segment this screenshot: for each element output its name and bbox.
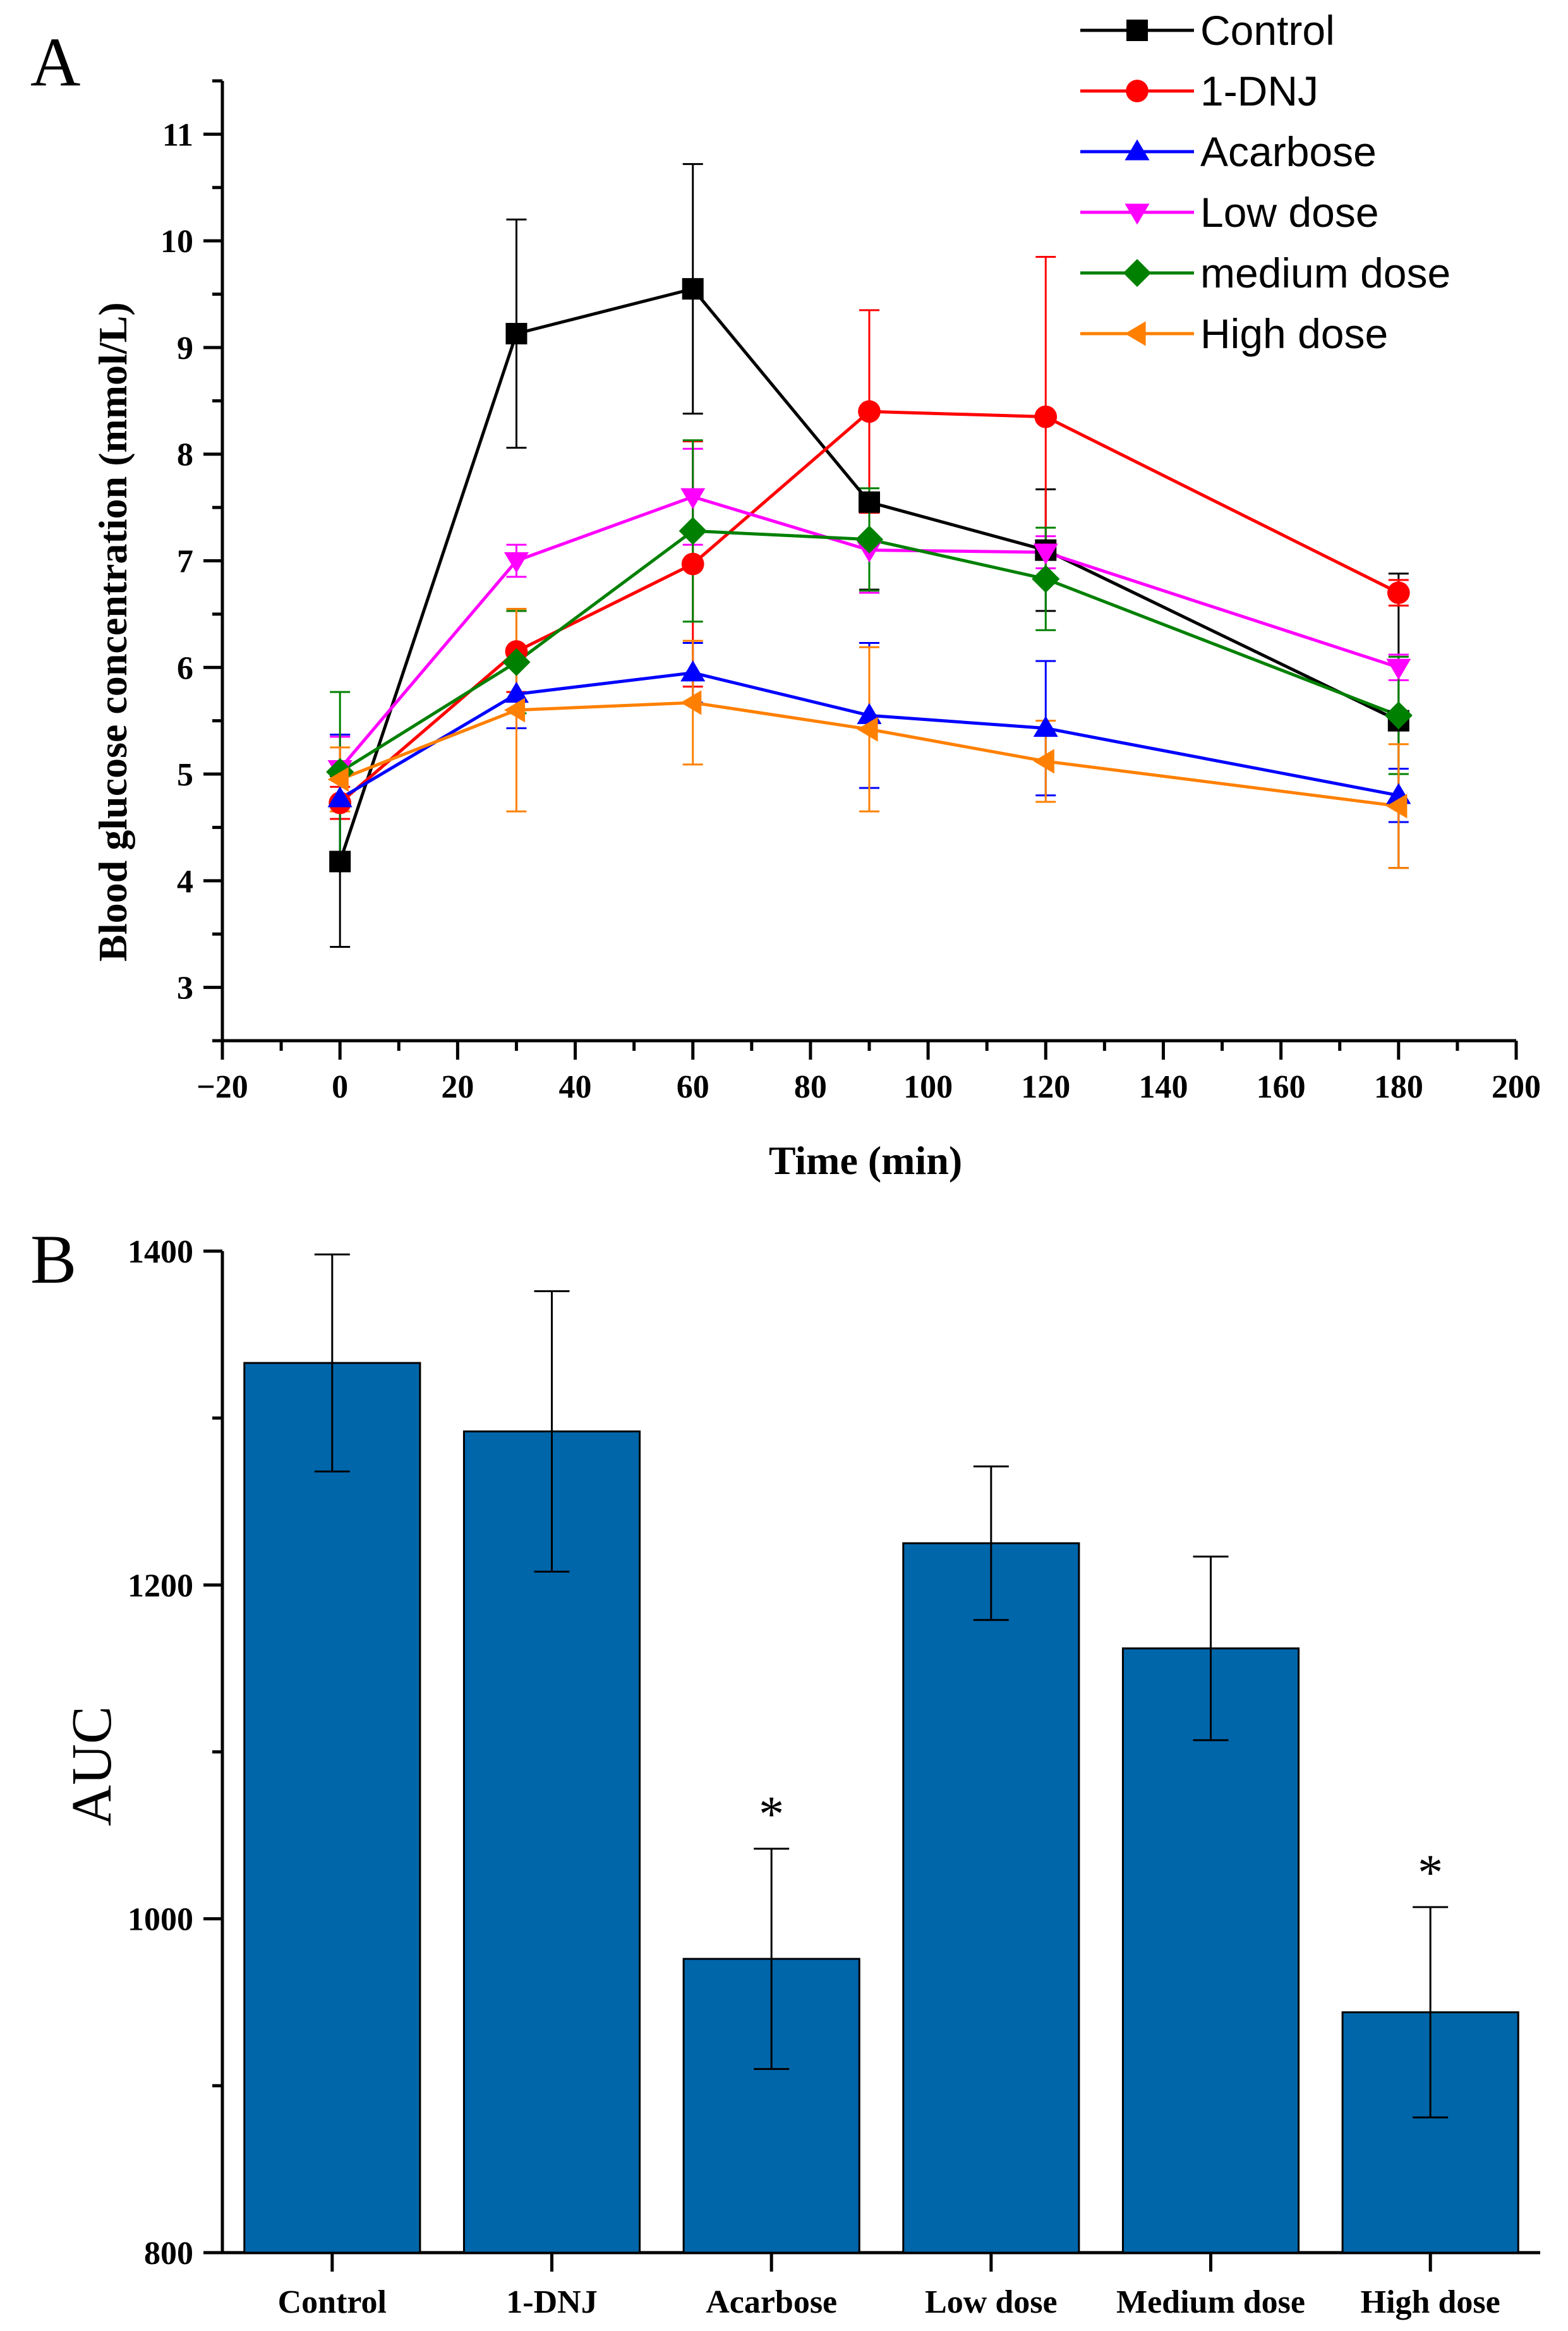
bar-x-tick-label-1-dnj: 1-DNJ bbox=[506, 2284, 597, 2320]
legend-label-acarbose: Acarbose bbox=[1200, 128, 1377, 175]
bar-y-tick-label: 1000 bbox=[128, 1902, 193, 1938]
line-chart-markers bbox=[326, 278, 1413, 873]
marker-medium-dose bbox=[502, 648, 531, 676]
series-line-1-dnj bbox=[339, 409, 1399, 804]
marker-acarbose bbox=[504, 681, 529, 703]
legend-label-high-dose: High dose bbox=[1200, 310, 1388, 357]
marker-high-dose bbox=[1033, 749, 1054, 774]
y-axis-title: Blood glucose concentration (mmol/L) bbox=[90, 302, 135, 961]
marker-acarbose bbox=[327, 786, 353, 808]
bar-medium-dose bbox=[1121, 1647, 1300, 2254]
marker-medium-dose bbox=[678, 517, 707, 545]
legend-label-1-dnj: 1-DNJ bbox=[1200, 68, 1318, 114]
series-line-low-dose bbox=[339, 495, 1399, 770]
marker-acarbose bbox=[1033, 715, 1058, 737]
x-tick-label: 0 bbox=[332, 1069, 348, 1105]
marker-control bbox=[682, 278, 704, 300]
line-chart-series-lines bbox=[338, 287, 1399, 863]
legend-marker-low-dose bbox=[1125, 203, 1150, 225]
marker-medium-dose bbox=[855, 525, 884, 554]
x-tick-label: 160 bbox=[1257, 1069, 1306, 1105]
bar-x-tick-label-control: Control bbox=[278, 2284, 387, 2320]
x-tick-label: 20 bbox=[441, 1069, 474, 1105]
panel-label-a: A bbox=[30, 23, 80, 100]
marker-low-dose bbox=[680, 488, 706, 509]
x-tick-label: 180 bbox=[1374, 1069, 1423, 1105]
bar-y-tick-label: 800 bbox=[144, 2236, 193, 2272]
bar-x-tick-label-acarbose: Acarbose bbox=[706, 2284, 837, 2320]
marker-high-dose bbox=[327, 766, 349, 792]
y-tick-label: 3 bbox=[177, 971, 193, 1007]
marker-control bbox=[329, 851, 351, 873]
bar-acarbose bbox=[682, 1958, 860, 2254]
marker-high-dose bbox=[504, 698, 526, 723]
legend-label-low-dose: Low dose bbox=[1200, 189, 1379, 236]
y-tick-label: 10 bbox=[160, 224, 193, 260]
legend-marker-control bbox=[1126, 20, 1148, 41]
legend-marker-high-dose bbox=[1125, 321, 1146, 346]
bar-low-dose bbox=[902, 1542, 1080, 2254]
legend-marker-acarbose bbox=[1125, 139, 1150, 160]
significance-mark-high-dose: * bbox=[1418, 1845, 1443, 1901]
y-tick-label: 6 bbox=[177, 650, 193, 686]
marker-high-dose bbox=[680, 690, 702, 715]
legend-label-medium-dose: medium dose bbox=[1200, 250, 1450, 296]
panel-label-b: B bbox=[30, 1221, 76, 1298]
bar-y-tick-label: 1400 bbox=[128, 1234, 193, 1270]
x-tick-label: 40 bbox=[559, 1069, 592, 1105]
y-tick-label: 11 bbox=[162, 117, 193, 153]
marker-low-dose bbox=[1386, 658, 1411, 680]
marker-1-dnj bbox=[1034, 405, 1058, 428]
line-chart-axes: −20 0 20 40 60 80 100 120 140 160 180 200 3 4 5 6 7 8 9 10 1… bbox=[160, 79, 1541, 1105]
auc-axis-title: AUC bbox=[61, 1706, 123, 1826]
y-tick-label: 8 bbox=[177, 437, 193, 473]
legend-marker-medium-dose bbox=[1123, 258, 1152, 288]
legend-marker-1-dnj bbox=[1126, 80, 1149, 102]
significance-mark-acarbose: * bbox=[759, 1787, 784, 1843]
bar-chart-annotations: ** bbox=[759, 1787, 1443, 1901]
bar-x-tick-label-high-dose: High dose bbox=[1361, 2284, 1500, 2320]
bar-control bbox=[243, 1362, 421, 2254]
legend: Control 1-DNJ Acarbose Low dose medium dose H… bbox=[1080, 7, 1450, 357]
marker-high-dose bbox=[1386, 794, 1408, 819]
x-axis-title: Time (min) bbox=[769, 1138, 962, 1183]
marker-acarbose bbox=[680, 660, 706, 682]
y-tick-label: 7 bbox=[177, 544, 193, 580]
bar-chart-error-bars bbox=[314, 1253, 1449, 2119]
marker-medium-dose bbox=[1032, 565, 1060, 593]
bar-y-tick-label: 1200 bbox=[128, 1568, 193, 1604]
y-tick-label: 4 bbox=[177, 864, 193, 900]
x-tick-label: −20 bbox=[196, 1069, 248, 1105]
marker-1-dnj bbox=[858, 400, 881, 423]
bar-x-tick-label-medium-dose: Medium dose bbox=[1116, 2284, 1305, 2320]
series-line-acarbose bbox=[339, 671, 1399, 801]
marker-low-dose bbox=[1033, 543, 1058, 565]
marker-1-dnj bbox=[681, 552, 704, 576]
y-tick-label: 9 bbox=[177, 330, 193, 366]
bar-chart-bars bbox=[243, 1362, 1519, 2254]
x-tick-label: 200 bbox=[1492, 1069, 1541, 1105]
line-chart-panel-a: A −20 0 20 40 60 80 100 120 140 160 180 200 3 4 5 6 7 8 9 1… bbox=[30, 7, 1541, 1183]
series-line-high-dose bbox=[339, 701, 1399, 808]
marker-1-dnj bbox=[1387, 581, 1410, 604]
x-tick-label: 120 bbox=[1021, 1069, 1070, 1105]
marker-control bbox=[859, 491, 880, 513]
legend-label-control: Control bbox=[1200, 7, 1335, 54]
bar-x-tick-label-low-dose: Low dose bbox=[925, 2284, 1057, 2320]
x-tick-label: 60 bbox=[677, 1069, 709, 1105]
marker-high-dose bbox=[857, 717, 878, 742]
marker-low-dose bbox=[504, 552, 529, 574]
bar-chart-panel-b: B 800 1000 1200 1400 Control 1-DNJ Acarbose Low… bbox=[30, 1221, 1540, 2320]
x-tick-label: 80 bbox=[794, 1069, 827, 1105]
x-tick-label: 100 bbox=[903, 1069, 953, 1105]
marker-control bbox=[505, 323, 528, 345]
marker-medium-dose bbox=[1384, 701, 1413, 730]
series-line-medium-dose bbox=[339, 529, 1399, 773]
y-tick-label: 5 bbox=[177, 757, 193, 793]
bar-chart-axes: 800 1000 1200 1400 Control 1-DNJ Acarbose Low d… bbox=[128, 1234, 1540, 2320]
x-tick-label: 140 bbox=[1138, 1069, 1188, 1105]
series-line-control bbox=[338, 287, 1399, 863]
